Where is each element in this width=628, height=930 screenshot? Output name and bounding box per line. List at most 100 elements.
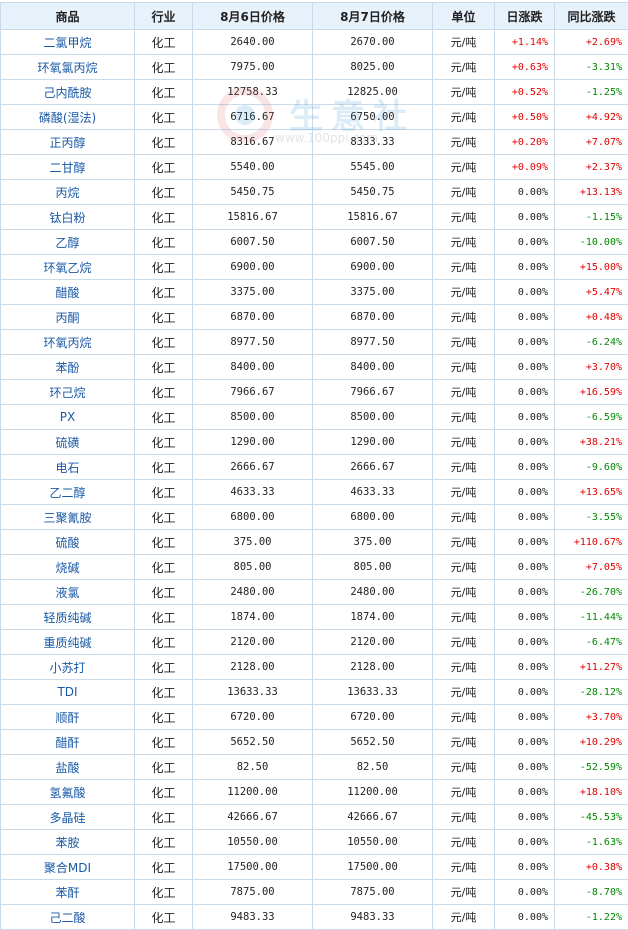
product-name-cell[interactable]: 重质纯碱 <box>0 629 135 655</box>
daily-change-cell: +0.63% <box>494 54 555 80</box>
yoy-change-cell: +15.00% <box>554 254 628 280</box>
table-row: 正丙醇 化工 8316.67 8333.33 元/吨 +0.20% +7.07% <box>0 129 628 155</box>
product-name-cell[interactable]: 苯胺 <box>0 829 135 855</box>
product-name-cell[interactable]: 顺酐 <box>0 704 135 730</box>
table-header-row: 商品 行业 8月6日价格 8月7日价格 单位 日涨跌 同比涨跌 <box>0 2 628 30</box>
daily-change-cell: 0.00% <box>494 279 555 305</box>
product-name-cell[interactable]: 磷酸(湿法) <box>0 104 135 130</box>
price-aug6-cell: 15816.67 <box>192 204 313 230</box>
product-name-cell[interactable]: 硫酸 <box>0 529 135 555</box>
table-row: TDI 化工 13633.33 13633.33 元/吨 0.00% -28.12% <box>0 679 628 705</box>
yoy-change-cell: +5.47% <box>554 279 628 305</box>
industry-cell: 化工 <box>134 379 193 405</box>
unit-cell: 元/吨 <box>432 54 495 80</box>
product-name-cell[interactable]: 乙二醇 <box>0 479 135 505</box>
product-name-cell[interactable]: 正丙醇 <box>0 129 135 155</box>
price-aug7-cell: 8025.00 <box>312 54 433 80</box>
product-name-cell[interactable]: 丙酮 <box>0 304 135 330</box>
price-aug7-cell: 7966.67 <box>312 379 433 405</box>
daily-change-cell: +0.50% <box>494 104 555 130</box>
yoy-change-cell: +4.92% <box>554 104 628 130</box>
product-name-cell[interactable]: 小苏打 <box>0 654 135 680</box>
table-row: 苯酚 化工 8400.00 8400.00 元/吨 0.00% +3.70% <box>0 354 628 380</box>
product-name-cell[interactable]: 环己烷 <box>0 379 135 405</box>
product-name-cell[interactable]: PX <box>0 404 135 430</box>
product-name-cell[interactable]: 醋酐 <box>0 729 135 755</box>
product-name-cell[interactable]: 乙醇 <box>0 229 135 255</box>
industry-cell: 化工 <box>134 29 193 55</box>
daily-change-cell: 0.00% <box>494 379 555 405</box>
yoy-change-cell: +0.38% <box>554 854 628 880</box>
product-name-cell[interactable]: 己二酸 <box>0 904 135 930</box>
price-aug6-cell: 375.00 <box>192 529 313 555</box>
daily-change-cell: 0.00% <box>494 879 555 905</box>
product-name-cell[interactable]: 己内酰胺 <box>0 79 135 105</box>
yoy-change-cell: +2.37% <box>554 154 628 180</box>
daily-change-cell: 0.00% <box>494 529 555 555</box>
product-name-cell[interactable]: 盐酸 <box>0 754 135 780</box>
price-aug6-cell: 6720.00 <box>192 704 313 730</box>
unit-cell: 元/吨 <box>432 879 495 905</box>
daily-change-cell: 0.00% <box>494 554 555 580</box>
table-row: 磷酸(湿法) 化工 6716.67 6750.00 元/吨 +0.50% +4.92% <box>0 104 628 130</box>
product-name-cell[interactable]: 氢氟酸 <box>0 779 135 805</box>
yoy-change-cell: +7.07% <box>554 129 628 155</box>
yoy-change-cell: -1.63% <box>554 829 628 855</box>
daily-change-cell: 0.00% <box>494 704 555 730</box>
product-name-cell[interactable]: 多晶硅 <box>0 804 135 830</box>
product-name-cell[interactable]: 液氯 <box>0 579 135 605</box>
price-aug6-cell: 6716.67 <box>192 104 313 130</box>
product-name-cell[interactable]: 二甘醇 <box>0 154 135 180</box>
industry-cell: 化工 <box>134 279 193 305</box>
product-name-cell[interactable]: 环氧乙烷 <box>0 254 135 280</box>
unit-cell: 元/吨 <box>432 754 495 780</box>
product-name-cell[interactable]: TDI <box>0 679 135 705</box>
daily-change-cell: 0.00% <box>494 229 555 255</box>
unit-cell: 元/吨 <box>432 404 495 430</box>
unit-cell: 元/吨 <box>432 304 495 330</box>
product-name-cell[interactable]: 聚合MDI <box>0 854 135 880</box>
daily-change-cell: 0.00% <box>494 504 555 530</box>
price-aug7-cell: 5545.00 <box>312 154 433 180</box>
product-name-cell[interactable]: 环氧丙烷 <box>0 329 135 355</box>
product-name-cell[interactable]: 电石 <box>0 454 135 480</box>
yoy-change-cell: -28.12% <box>554 679 628 705</box>
product-name-cell[interactable]: 丙烷 <box>0 179 135 205</box>
industry-cell: 化工 <box>134 829 193 855</box>
table-row: 己内酰胺 化工 12758.33 12825.00 元/吨 +0.52% -1.25% <box>0 79 628 105</box>
product-name-cell[interactable]: 醋酸 <box>0 279 135 305</box>
table-row: 苯胺 化工 10550.00 10550.00 元/吨 0.00% -1.63% <box>0 829 628 855</box>
daily-change-cell: +1.14% <box>494 29 555 55</box>
product-name-cell[interactable]: 烧碱 <box>0 554 135 580</box>
daily-change-cell: 0.00% <box>494 729 555 755</box>
industry-cell: 化工 <box>134 704 193 730</box>
product-name-cell[interactable]: 钛白粉 <box>0 204 135 230</box>
price-aug6-cell: 7966.67 <box>192 379 313 405</box>
product-name-cell[interactable]: 环氧氯丙烷 <box>0 54 135 80</box>
table-row: 硫酸 化工 375.00 375.00 元/吨 0.00% +110.67% <box>0 529 628 555</box>
yoy-change-cell: -3.55% <box>554 504 628 530</box>
industry-cell: 化工 <box>134 79 193 105</box>
product-name-cell[interactable]: 轻质纯碱 <box>0 604 135 630</box>
price-aug7-cell: 6900.00 <box>312 254 433 280</box>
unit-cell: 元/吨 <box>432 904 495 930</box>
price-aug7-cell: 6800.00 <box>312 504 433 530</box>
unit-cell: 元/吨 <box>432 154 495 180</box>
industry-cell: 化工 <box>134 229 193 255</box>
price-aug7-cell: 6007.50 <box>312 229 433 255</box>
yoy-change-cell: -6.24% <box>554 329 628 355</box>
product-name-cell[interactable]: 硫磺 <box>0 429 135 455</box>
unit-cell: 元/吨 <box>432 604 495 630</box>
unit-cell: 元/吨 <box>432 79 495 105</box>
table-row: 环氧氯丙烷 化工 7975.00 8025.00 元/吨 +0.63% -3.31% <box>0 54 628 80</box>
product-name-cell[interactable]: 苯酐 <box>0 879 135 905</box>
price-aug7-cell: 2128.00 <box>312 654 433 680</box>
price-aug6-cell: 42666.67 <box>192 804 313 830</box>
yoy-change-cell: +10.29% <box>554 729 628 755</box>
product-name-cell[interactable]: 苯酚 <box>0 354 135 380</box>
product-name-cell[interactable]: 三聚氰胺 <box>0 504 135 530</box>
price-aug7-cell: 5652.50 <box>312 729 433 755</box>
daily-change-cell: 0.00% <box>494 454 555 480</box>
product-name-cell[interactable]: 二氯甲烷 <box>0 29 135 55</box>
price-aug6-cell: 13633.33 <box>192 679 313 705</box>
